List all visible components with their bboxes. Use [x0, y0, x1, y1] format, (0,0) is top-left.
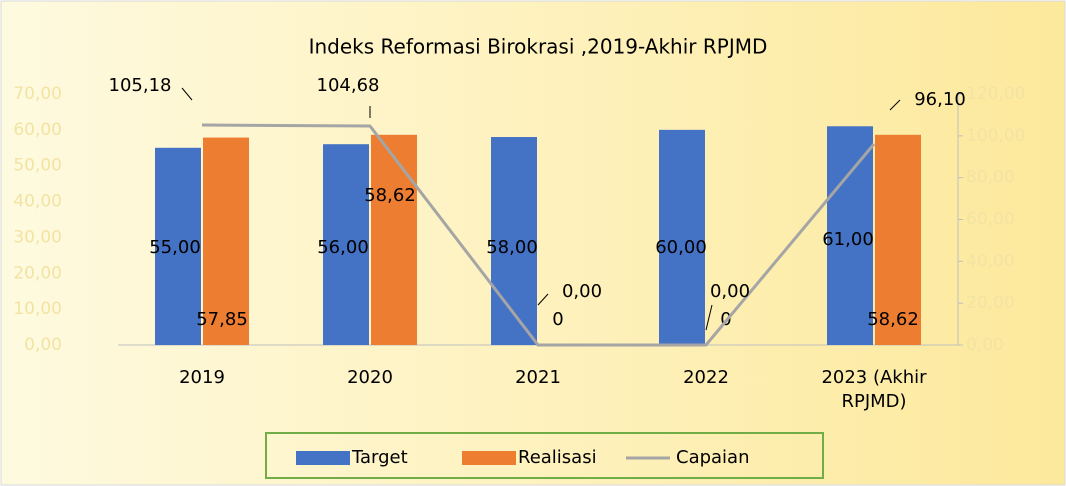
y-tick-label: 70,00	[13, 84, 62, 104]
leader-line	[889, 99, 901, 111]
data-label: 104,68	[317, 75, 380, 96]
x-tick-label: 2020	[347, 367, 393, 388]
line	[201, 123, 876, 347]
bar	[371, 134, 417, 345]
y2-tick-label: 80,00	[966, 168, 1015, 188]
data-label: 0	[552, 309, 563, 330]
data-label: 105,18	[109, 75, 172, 96]
leader-line	[537, 293, 549, 306]
data-label: 58,00	[486, 237, 538, 258]
legend-box	[265, 432, 824, 479]
y2-tick-label: 100,00	[966, 126, 1025, 146]
data-label: 96,10	[914, 89, 966, 110]
y-tick-label: 20,00	[13, 263, 62, 283]
data-label: 57,85	[196, 309, 248, 330]
leader-line	[705, 304, 713, 331]
data-label: 0,00	[562, 281, 602, 302]
bar	[155, 147, 201, 345]
y-tick-label: 0,00	[24, 335, 62, 355]
y2-tick-label: 0,00	[966, 335, 1004, 355]
y2-tick-label: 60,00	[966, 210, 1015, 230]
bar	[203, 137, 249, 345]
bar	[875, 134, 921, 345]
data-label: 58,62	[867, 309, 919, 330]
x-tick-label: 2019	[179, 367, 225, 388]
x-tick-label: 2022	[683, 367, 729, 388]
y-tick-label: 10,00	[13, 299, 62, 319]
y2-tick-label: 120,00	[966, 84, 1025, 104]
bar	[323, 144, 369, 345]
data-label: 58,62	[364, 185, 416, 206]
y-tick-label: 40,00	[13, 192, 62, 212]
legend-label: Capaian	[676, 447, 750, 468]
y-tick-label: 60,00	[13, 120, 62, 140]
y-tick-label: 50,00	[13, 156, 62, 176]
y-tick-label: 30,00	[13, 227, 62, 247]
chart-title: Indeks Reformasi Birokrasi ,2019-Akhir R…	[309, 35, 768, 59]
y2-tick-label: 40,00	[966, 251, 1015, 271]
data-label: 60,00	[655, 237, 707, 258]
bar	[827, 126, 873, 346]
data-label: 56,00	[317, 237, 369, 258]
legend-swatch	[462, 451, 516, 465]
data-label: 55,00	[149, 237, 201, 258]
legend-label: Realisasi	[518, 447, 597, 468]
leader-line	[181, 87, 193, 101]
legend-swatch	[296, 451, 350, 465]
x-tick-label: 2023 (Akhir RPJMD)	[821, 367, 927, 412]
data-label: 61,00	[822, 229, 874, 250]
y2-tick-label: 20,00	[966, 293, 1015, 313]
data-label: 0,00	[710, 281, 750, 302]
bar	[659, 129, 705, 345]
legend-label: Target	[351, 447, 408, 468]
bar	[491, 137, 537, 345]
x-tick-label: 2021	[515, 367, 561, 388]
